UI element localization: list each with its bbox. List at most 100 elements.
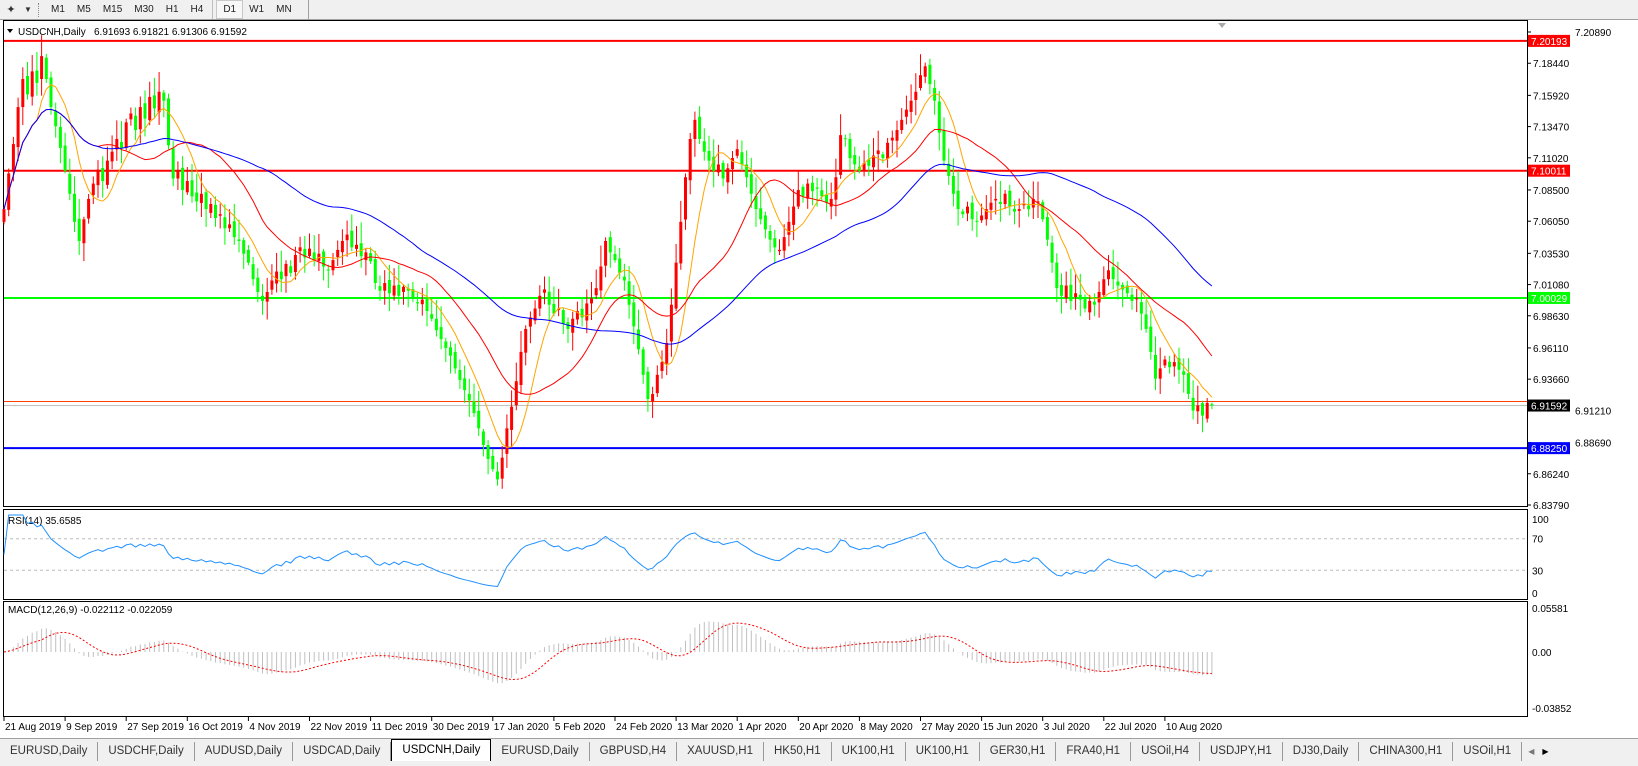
- candle: [778, 239, 781, 255]
- candle-body: [810, 182, 814, 192]
- candle-body: [1210, 404, 1214, 406]
- chart-tab[interactable]: XAUUSD,H1: [677, 742, 764, 761]
- candle: [397, 265, 401, 305]
- candle-body: [246, 249, 250, 263]
- timeframe-m1-button[interactable]: M1: [51, 4, 65, 15]
- dropdown-arrow-icon[interactable]: ▼: [24, 5, 32, 14]
- chart-tab[interactable]: USDCAD,Daily: [293, 742, 392, 761]
- candle-body: [815, 187, 819, 189]
- candle: [1201, 400, 1204, 433]
- candle-body: [618, 258, 622, 273]
- candle-body: [87, 198, 91, 219]
- timeframe-h1-button[interactable]: H1: [165, 4, 179, 15]
- candle-body: [293, 254, 297, 273]
- candle: [1177, 347, 1181, 384]
- chart-tab[interactable]: HK50,H1: [764, 742, 832, 761]
- timeframe-w1-button[interactable]: W1: [249, 4, 265, 15]
- candle: [721, 160, 725, 187]
- timeframe-m30-button[interactable]: M30: [134, 4, 154, 15]
- chart-tab[interactable]: USOil,H4: [1131, 742, 1200, 761]
- chart-tab[interactable]: UK100,H1: [832, 742, 906, 761]
- date-tick-label: 15 Jun 2020: [983, 722, 1038, 733]
- candle-body: [449, 347, 452, 356]
- candle: [77, 199, 81, 255]
- candle: [810, 175, 814, 206]
- candle-body: [1182, 371, 1186, 375]
- chart-tab[interactable]: CHINA300,H1: [1359, 742, 1454, 761]
- timeframe-m5-button[interactable]: M5: [76, 4, 91, 15]
- candle: [613, 245, 617, 263]
- chart-tab[interactable]: FRA40,H1: [1056, 742, 1132, 761]
- candle-body: [575, 311, 579, 320]
- candle-body: [735, 149, 739, 156]
- candle: [21, 67, 25, 125]
- candle: [157, 72, 161, 125]
- rsi-tick-label: 70: [1532, 535, 1544, 546]
- candle-body: [1144, 314, 1148, 329]
- candle: [392, 268, 396, 301]
- candle-body: [585, 303, 589, 321]
- candle-body: [101, 168, 105, 182]
- candle: [1060, 273, 1063, 314]
- candle: [364, 248, 368, 276]
- candle-body: [416, 302, 420, 304]
- timeframe-mn-button[interactable]: MN: [276, 4, 292, 15]
- candle: [731, 150, 734, 185]
- candle: [900, 108, 904, 134]
- date-tick-label: 16 Oct 2019: [188, 722, 243, 733]
- chart-window[interactable]: 7.20890 7.18440 7.15920 7.13470 7.11020 7.085…: [0, 20, 1638, 738]
- rsi-label: RSI(14) 35.6585: [8, 516, 82, 527]
- chart-tab[interactable]: USDCHF,Daily: [98, 742, 195, 761]
- candle-body: [1154, 354, 1157, 379]
- candle: [726, 163, 730, 194]
- chart-tab[interactable]: GER30,H1: [980, 742, 1057, 761]
- timeframe-group: M1 M5 M15 M30 H1 H4 D1 W1 MN: [45, 0, 309, 19]
- chart-tab[interactable]: USDJPY,H1: [1200, 742, 1283, 761]
- candle: [599, 245, 603, 299]
- candle-body: [768, 231, 772, 240]
- timeframe-m15-button[interactable]: M15: [102, 4, 123, 15]
- candle-body: [632, 302, 636, 327]
- candle-body: [49, 77, 53, 108]
- candle-body: [599, 266, 603, 291]
- candle: [430, 297, 434, 322]
- candle: [937, 90, 941, 151]
- chart-tab[interactable]: DJ30,Daily: [1283, 742, 1360, 761]
- candle-body: [1116, 281, 1120, 286]
- candle-body: [1055, 262, 1059, 289]
- candle-body: [73, 193, 76, 222]
- candle-body: [947, 163, 951, 176]
- crosshair-pen-icon[interactable]: ✦: [6, 4, 16, 16]
- candle: [1154, 336, 1157, 391]
- chart-tab[interactable]: USOil,H1: [1453, 742, 1523, 761]
- chart-tab[interactable]: EURUSD,Daily: [491, 742, 590, 761]
- candle: [176, 161, 180, 190]
- candle-body: [120, 142, 123, 148]
- date-tick-label: 22 Jul 2020: [1105, 722, 1157, 733]
- candle-body: [782, 237, 786, 251]
- candle-body: [505, 428, 509, 454]
- candle-body: [749, 174, 753, 194]
- candle: [1111, 249, 1115, 290]
- candle: [350, 214, 354, 252]
- chart-tab[interactable]: UK100,H1: [906, 742, 980, 761]
- candle-body: [1031, 198, 1035, 208]
- candle: [1182, 358, 1186, 393]
- candle: [322, 248, 326, 281]
- candle-body: [411, 289, 415, 299]
- candle-body: [1201, 403, 1204, 416]
- candle-body: [1097, 291, 1101, 303]
- timeframe-d1-button[interactable]: D1: [216, 0, 244, 19]
- chart-tab[interactable]: AUDUSD,Daily: [195, 742, 294, 761]
- candle-body: [547, 291, 551, 305]
- scroll-right-icon[interactable]: ▶: [1542, 747, 1549, 756]
- chart-tab[interactable]: GBPUSD,H4: [590, 742, 678, 761]
- candle-body: [613, 253, 617, 261]
- candle: [138, 96, 142, 144]
- chart-tab[interactable]: USDCNH,Daily: [391, 739, 492, 761]
- chart-tab[interactable]: EURUSD,Daily: [0, 742, 99, 761]
- candle-body: [726, 168, 730, 183]
- scroll-left-icon[interactable]: ◀: [1528, 747, 1535, 756]
- timeframe-h4-button[interactable]: H4: [190, 4, 204, 15]
- candle-body: [152, 95, 156, 109]
